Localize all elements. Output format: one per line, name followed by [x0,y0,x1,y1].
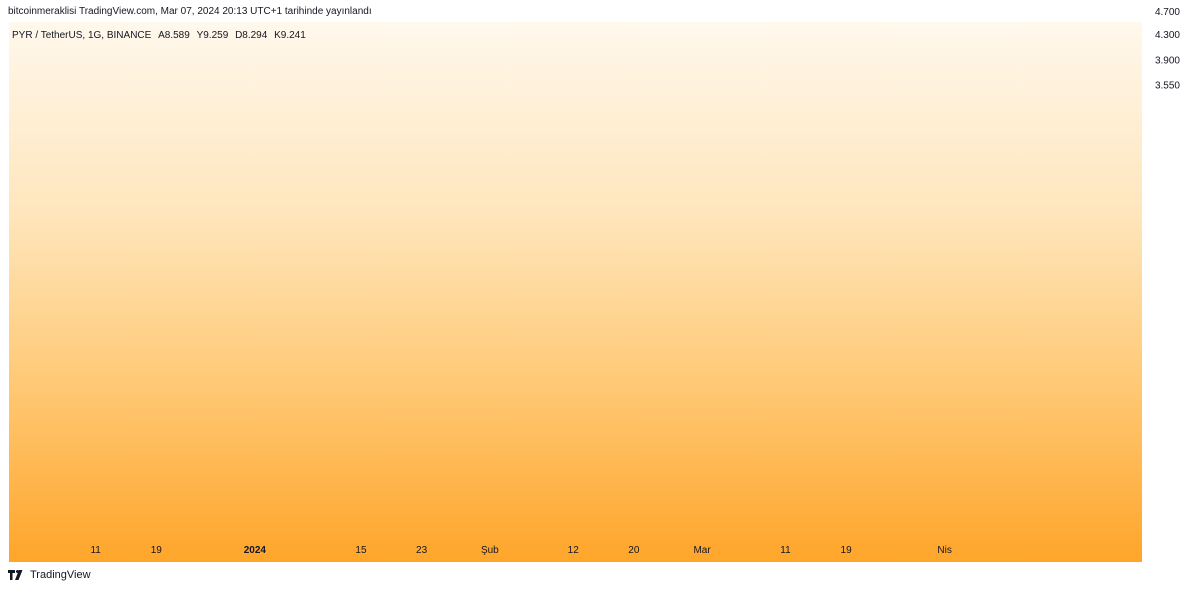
x-tick-label: 2024 [244,545,267,556]
legend-low: D8.294 [235,30,268,41]
legend-close: K9.241 [274,30,306,41]
tradingview-logo-icon [8,570,23,580]
y-tick-label: 3.550 [1155,80,1180,91]
x-tick-label: 11 [90,545,101,556]
footer: TradingView [8,569,91,581]
legend-open: A8.589 [158,30,190,41]
y-tick-label: 3.900 [1155,56,1180,67]
legend-high: Y9.259 [196,30,229,41]
x-tick-label: Mar [693,545,711,556]
symbol-legend: PYR / TetherUS, 1G, BINANCE A8.589 Y9.25… [12,30,306,41]
x-tick-label: 19 [151,545,163,556]
symbol-name: PYR / TetherUS, 1G, BINANCE [12,30,152,41]
x-tick-label: 12 [568,545,580,556]
y-tick-label: 4.300 [1155,30,1180,41]
x-tick-label: Şub [481,545,499,556]
x-tick-label: 19 [841,545,853,556]
x-tick-label: 11 [780,545,791,556]
footer-brand: TradingView [30,569,91,581]
x-tick-label: Nis [937,545,951,556]
y-tick-label: 4.700 [1155,7,1180,18]
publisher-header: bitcoinmeraklisi TradingView.com, Mar 07… [8,6,372,17]
plot-background [9,22,1142,562]
x-tick-label: 23 [416,545,428,556]
x-tick-label: 15 [355,545,367,556]
x-tick-label: 20 [628,545,640,556]
